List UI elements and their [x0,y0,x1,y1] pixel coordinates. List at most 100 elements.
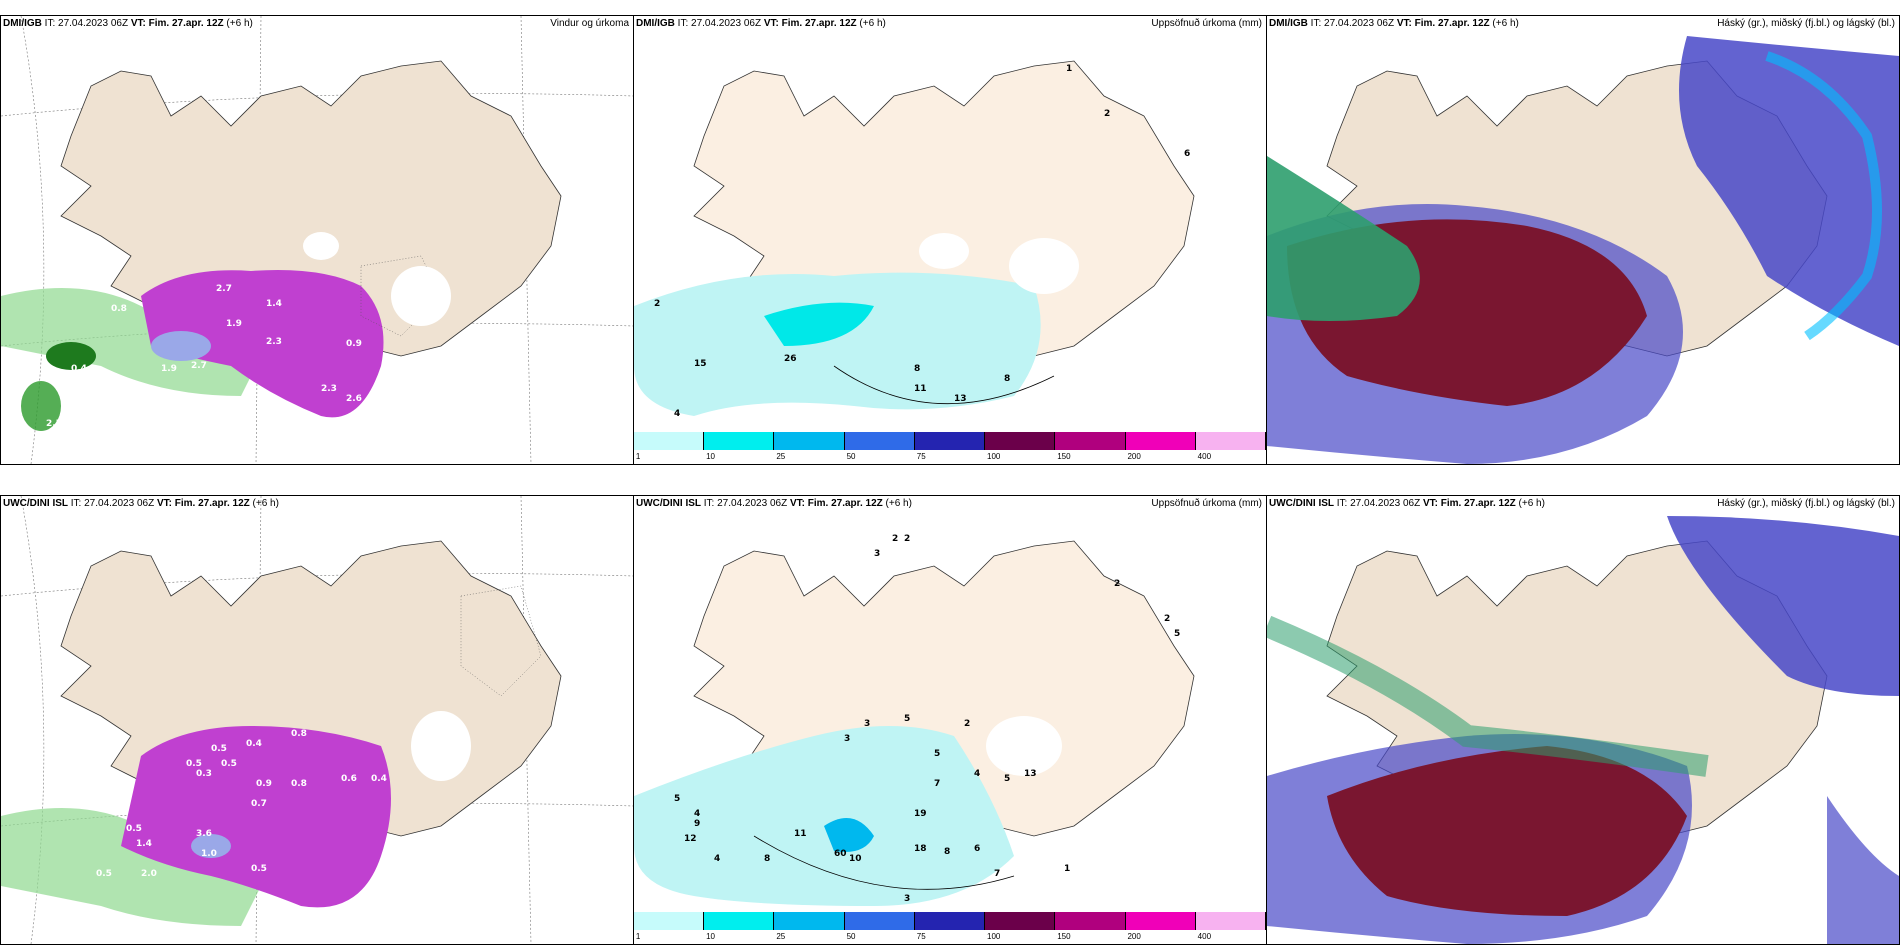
colorbar-cell [1195,912,1266,930]
contour-label: 10 [849,854,862,864]
contour-label: 5 [1004,774,1010,784]
colorbar-cell [1055,432,1126,450]
contour-label: 0.4 [246,739,262,749]
panel-variable: Uppsöfnuð úrkoma (mm) [1151,18,1262,29]
colorbar-cell [774,912,845,930]
contour-label: 4 [714,854,720,864]
colorbar-cell [914,432,986,450]
contour-label: 0.9 [256,779,272,789]
contour-label: 0.5 [211,744,227,754]
colorbar-cell [704,912,775,930]
contour-label: 2 [1104,109,1110,119]
colorbar-cell [634,912,705,930]
colorbar-cell [1055,912,1126,930]
colorbar: 1 10 25 50 75 100 150 200 400 [634,912,1266,944]
colorbar-tick-label: 75 [916,452,926,461]
contour-label: 2 [904,534,910,544]
contour-label: 12 [684,834,697,844]
colorbar-tick-label: 10 [706,452,716,461]
panel-wind-precip-dmi: 2.7 1.4 1.9 2.3 0.9 1.9 2.7 2.3 2.6 0.4 0.5 2.5 0.8 … [0,15,634,465]
colorbar-cell [844,912,915,930]
colorbar-cell [1195,432,1266,450]
contour-label: 0.6 [341,774,357,784]
colorbar-cell [774,432,845,450]
contour-label: 1.9 [161,364,177,374]
contour-label: 4 [674,409,680,419]
contour-label: 7 [934,779,940,789]
contour-label: 3 [844,734,850,744]
colorbar-tick-label: 50 [846,452,856,461]
colorbar-tick-label: 200 [1127,932,1141,941]
contour-label: 3 [904,894,910,904]
colorbar-tick-label: 10 [706,932,716,941]
contour-label: 2.0 [141,869,157,879]
contour-label: 18 [914,844,927,854]
panel-title: UWC/DINI ISL IT: 27.04.2023 06Z VT: Fim.… [3,498,279,509]
contour-label: 1.0 [201,849,217,859]
panel-accum-precip-uwc: 3 2 2 2 2 5 3 3 5 2 5 7 4 5 13 19 11 60 10 8 4 9 12 18 8 6 7 1 3 5 4 U… [633,495,1267,945]
contour-label: 5 [904,714,910,724]
colorbar-tick-label: 25 [776,452,786,461]
contour-label: 0.5 [221,759,237,769]
contour-label: 0.5 [126,824,142,834]
panel-variable: Vindur og úrkoma [550,18,629,29]
precip-area [121,726,391,908]
contour-label: 2 [1164,614,1170,624]
contour-label: 0.3 [196,769,212,779]
contour-label: 0.4 [71,364,87,374]
colorbar-tick-label: 400 [1197,932,1212,941]
contour-label: 26 [784,354,797,364]
contour-label: 3 [874,549,880,559]
map-wind-precip-uwc: 0.5 0.40.80.5 0.50.30.9 0.8 0.6 0.40.73.61.40… [1,496,633,944]
contour-label: 60 [834,849,847,859]
contour-label: 1.4 [136,839,152,849]
colorbar-cell [1125,912,1196,930]
contour-label: 13 [1024,769,1037,779]
panel-clouds-uwc: UWC/DINI ISL IT: 27.04.2023 06Z VT: Fim.… [1266,495,1900,945]
colorbar-tick-label: 200 [1127,452,1141,461]
contour-label: 5 [934,749,940,759]
colorbar-tick-label: 25 [776,932,786,941]
colorbar-cell [634,432,705,450]
colorbar-tick-label: 150 [1057,932,1071,941]
contour-label: 2.7 [216,284,232,294]
contour-label: 8 [944,847,950,857]
contour-label: 6 [1184,149,1190,159]
panel-variable: Háský (gr.), miðský (fj.bl.) og lágský (… [1717,18,1895,29]
map-clouds-uwc [1267,516,1899,944]
contour-label: 2 [1114,579,1120,589]
contour-label: 2.7 [191,361,207,371]
colorbar-tick-label: 400 [1197,452,1212,461]
map-clouds-dmi [1267,36,1899,464]
contour-label: 3.6 [196,829,212,839]
contour-label: 0.5 [91,414,107,424]
colorbar-cell [704,432,775,450]
panel-title: DMI/IGB IT: 27.04.2023 06Z VT: Fim. 27.a… [1269,18,1519,29]
contour-label: 0.4 [371,774,387,784]
contour-label: 1.9 [226,319,242,329]
contour-label: 0.8 [111,304,127,314]
colorbar-tick-label: 100 [987,452,1001,461]
panel-variable: Háský (gr.), miðský (fj.bl.) og lágský (… [1717,498,1895,509]
contour-label: 7 [994,869,1000,879]
colorbar: 1 10 25 50 75 100 150 200 400 [634,432,1266,464]
contour-label: 2 [654,299,660,309]
contour-label: 0.5 [186,759,202,769]
contour-label: 4 [974,769,980,779]
contour-label: 1 [1066,64,1072,74]
colorbar-cell [1125,432,1196,450]
contour-label: 8 [914,364,920,374]
contour-label: 1 [1064,864,1070,874]
contour-label: 0.7 [251,799,267,809]
contour-label: 19 [914,809,927,819]
contour-label: 0.8 [291,729,307,739]
colorbar-cell [844,432,915,450]
colorbar-tick-label: 150 [1057,452,1071,461]
contour-label: 8 [1004,374,1010,384]
contour-label: 15 [694,359,707,369]
contour-label: 4 [694,809,700,819]
colorbar-cell [914,912,986,930]
contour-label: 9 [694,819,700,829]
precip-area [141,270,384,418]
